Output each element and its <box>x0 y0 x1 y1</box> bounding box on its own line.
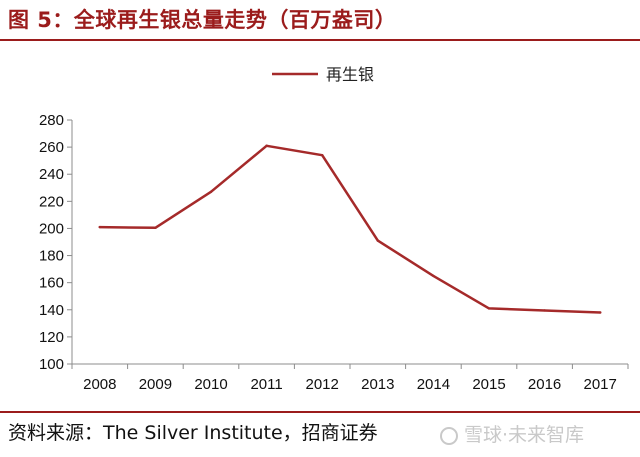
data-point <box>376 239 379 242</box>
y-tick-label: 220 <box>39 193 64 210</box>
x-tick-label: 2015 <box>472 376 505 393</box>
chart-legend: 再生银 <box>272 65 374 84</box>
x-tick-label: 2008 <box>83 376 116 393</box>
y-tick-label: 260 <box>39 139 64 156</box>
data-point <box>432 274 435 278</box>
y-tick-label: 120 <box>39 329 64 346</box>
legend-label: 再生银 <box>326 65 374 84</box>
chart-axes: 100 120 140 160 180 200 220 240 260 280 2008 2009 20… <box>39 112 629 393</box>
y-tick-label: 140 <box>39 302 64 319</box>
x-tick-label: 2014 <box>417 376 450 393</box>
snowball-logo-icon <box>440 427 458 445</box>
series-line <box>98 144 602 314</box>
title-divider <box>0 39 640 41</box>
data-point <box>543 309 546 312</box>
y-tick-label: 200 <box>39 220 64 237</box>
chart-series <box>98 144 602 314</box>
y-tick-label: 160 <box>39 275 64 292</box>
data-point <box>599 311 602 314</box>
x-tick-label: 2012 <box>306 376 339 393</box>
y-tick-label: 100 <box>39 356 64 373</box>
data-point <box>154 226 157 229</box>
data-point <box>487 307 491 310</box>
data-point <box>265 144 268 147</box>
source-note: 资料来源：The Silver Institute，招商证券 <box>8 422 378 444</box>
x-tick-label: 2016 <box>528 376 561 393</box>
x-tick-label: 2009 <box>139 376 172 393</box>
figure-title: 图 5：全球再生银总量走势（百万盎司） <box>8 8 397 32</box>
x-tick-label: 2013 <box>361 376 394 393</box>
y-tick-label: 280 <box>39 112 64 129</box>
source-divider <box>0 411 640 413</box>
x-tick-label: 2017 <box>584 376 617 393</box>
data-point <box>321 154 324 157</box>
watermark-text: 雪球·未来智库 <box>464 424 585 446</box>
data-point <box>209 190 213 194</box>
watermark: 雪球·未来智库 <box>440 420 584 447</box>
data-point <box>98 225 102 229</box>
x-tick-label: 2011 <box>250 376 282 393</box>
x-tick-label: 2010 <box>194 376 227 393</box>
y-tick-label: 240 <box>39 166 64 183</box>
line-chart: 100 120 140 160 180 200 220 240 260 280 2008 2009 20… <box>39 65 629 393</box>
y-tick-label: 180 <box>39 248 64 265</box>
